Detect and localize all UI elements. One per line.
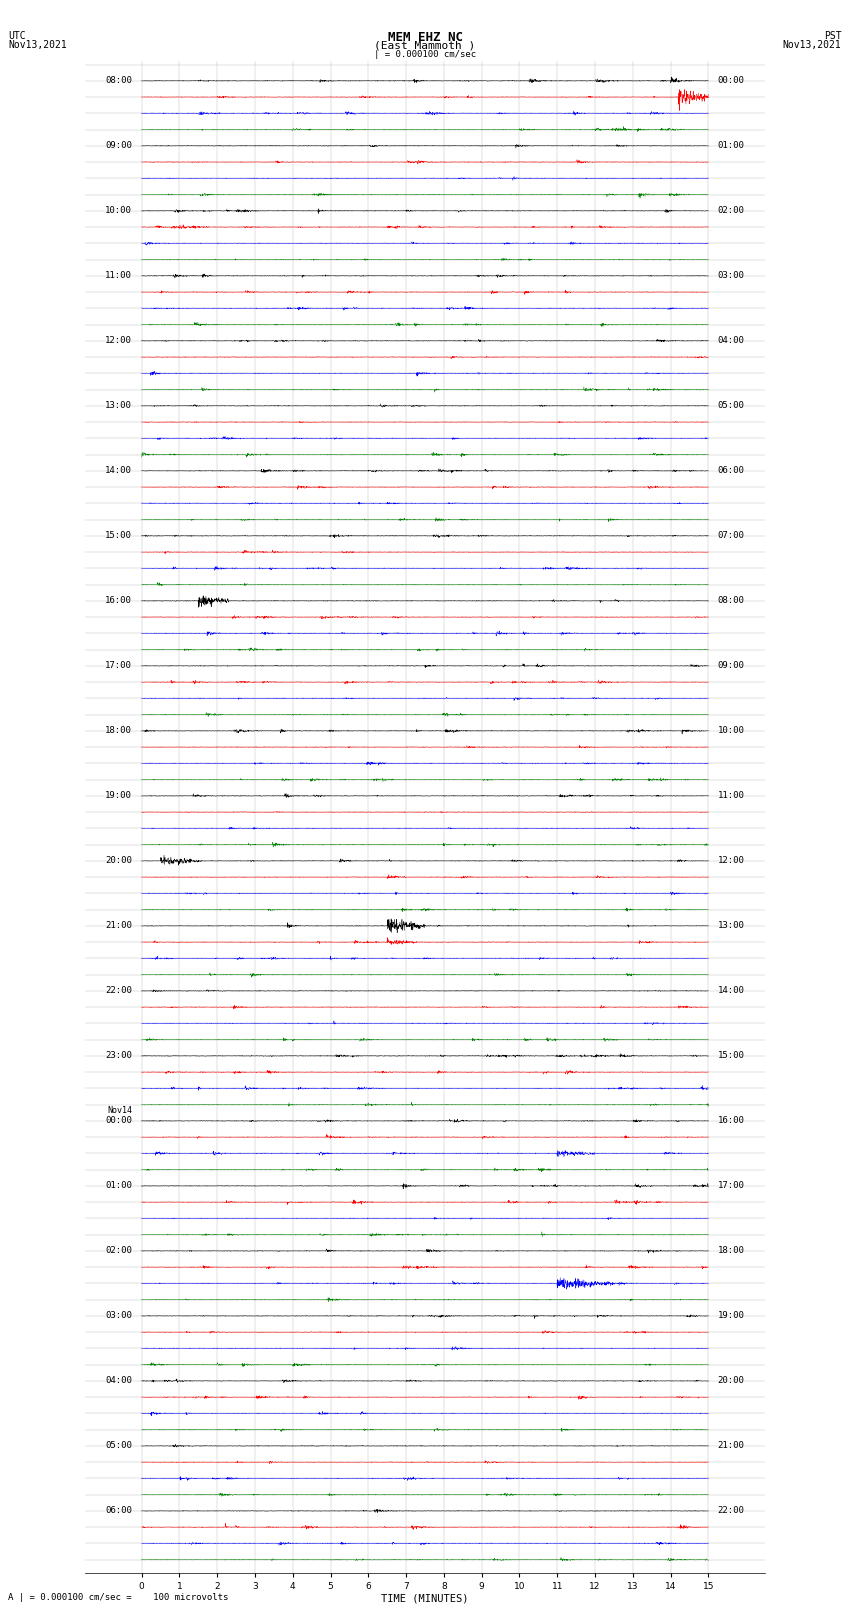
Text: 14:00: 14:00 bbox=[105, 466, 133, 476]
Text: 05:00: 05:00 bbox=[717, 402, 745, 410]
Text: 21:00: 21:00 bbox=[717, 1442, 745, 1450]
Text: 19:00: 19:00 bbox=[105, 792, 133, 800]
Text: 03:00: 03:00 bbox=[105, 1311, 133, 1321]
Text: 00:00: 00:00 bbox=[717, 76, 745, 85]
Text: 04:00: 04:00 bbox=[105, 1376, 133, 1386]
Text: Nov14: Nov14 bbox=[107, 1107, 133, 1115]
Text: 11:00: 11:00 bbox=[717, 792, 745, 800]
Text: 12:00: 12:00 bbox=[717, 857, 745, 865]
Text: 11:00: 11:00 bbox=[105, 271, 133, 281]
Text: 06:00: 06:00 bbox=[105, 1507, 133, 1516]
Text: 09:00: 09:00 bbox=[105, 142, 133, 150]
Text: 22:00: 22:00 bbox=[105, 987, 133, 995]
Text: 22:00: 22:00 bbox=[717, 1507, 745, 1516]
Text: 10:00: 10:00 bbox=[717, 726, 745, 736]
Text: | = 0.000100 cm/sec: | = 0.000100 cm/sec bbox=[374, 50, 476, 60]
Text: (East Mammoth ): (East Mammoth ) bbox=[374, 40, 476, 50]
Text: 13:00: 13:00 bbox=[105, 402, 133, 410]
Text: 06:00: 06:00 bbox=[717, 466, 745, 476]
Text: MEM EHZ NC: MEM EHZ NC bbox=[388, 31, 462, 44]
Text: 12:00: 12:00 bbox=[105, 337, 133, 345]
Text: Nov13,2021: Nov13,2021 bbox=[783, 40, 842, 50]
Text: 15:00: 15:00 bbox=[105, 531, 133, 540]
Text: 15:00: 15:00 bbox=[717, 1052, 745, 1060]
Text: 18:00: 18:00 bbox=[717, 1247, 745, 1255]
Text: 14:00: 14:00 bbox=[717, 987, 745, 995]
Text: A | = 0.000100 cm/sec =    100 microvolts: A | = 0.000100 cm/sec = 100 microvolts bbox=[8, 1592, 229, 1602]
Text: 23:00: 23:00 bbox=[105, 1052, 133, 1060]
Text: 01:00: 01:00 bbox=[105, 1181, 133, 1190]
Text: 19:00: 19:00 bbox=[717, 1311, 745, 1321]
Text: 16:00: 16:00 bbox=[105, 597, 133, 605]
Text: 04:00: 04:00 bbox=[717, 337, 745, 345]
Text: 17:00: 17:00 bbox=[105, 661, 133, 671]
Text: 09:00: 09:00 bbox=[717, 661, 745, 671]
Text: 08:00: 08:00 bbox=[105, 76, 133, 85]
Text: 07:00: 07:00 bbox=[717, 531, 745, 540]
Text: 10:00: 10:00 bbox=[105, 206, 133, 215]
Text: 18:00: 18:00 bbox=[105, 726, 133, 736]
Text: PST: PST bbox=[824, 31, 842, 40]
Text: 00:00: 00:00 bbox=[105, 1116, 133, 1126]
Text: Nov13,2021: Nov13,2021 bbox=[8, 40, 67, 50]
Text: 16:00: 16:00 bbox=[717, 1116, 745, 1126]
Text: 17:00: 17:00 bbox=[717, 1181, 745, 1190]
Text: 02:00: 02:00 bbox=[105, 1247, 133, 1255]
Text: 13:00: 13:00 bbox=[717, 921, 745, 931]
Text: UTC: UTC bbox=[8, 31, 26, 40]
Text: 21:00: 21:00 bbox=[105, 921, 133, 931]
Text: 08:00: 08:00 bbox=[717, 597, 745, 605]
X-axis label: TIME (MINUTES): TIME (MINUTES) bbox=[382, 1594, 468, 1603]
Text: 20:00: 20:00 bbox=[105, 857, 133, 865]
Text: 20:00: 20:00 bbox=[717, 1376, 745, 1386]
Text: 03:00: 03:00 bbox=[717, 271, 745, 281]
Text: 02:00: 02:00 bbox=[717, 206, 745, 215]
Text: 01:00: 01:00 bbox=[717, 142, 745, 150]
Text: 05:00: 05:00 bbox=[105, 1442, 133, 1450]
